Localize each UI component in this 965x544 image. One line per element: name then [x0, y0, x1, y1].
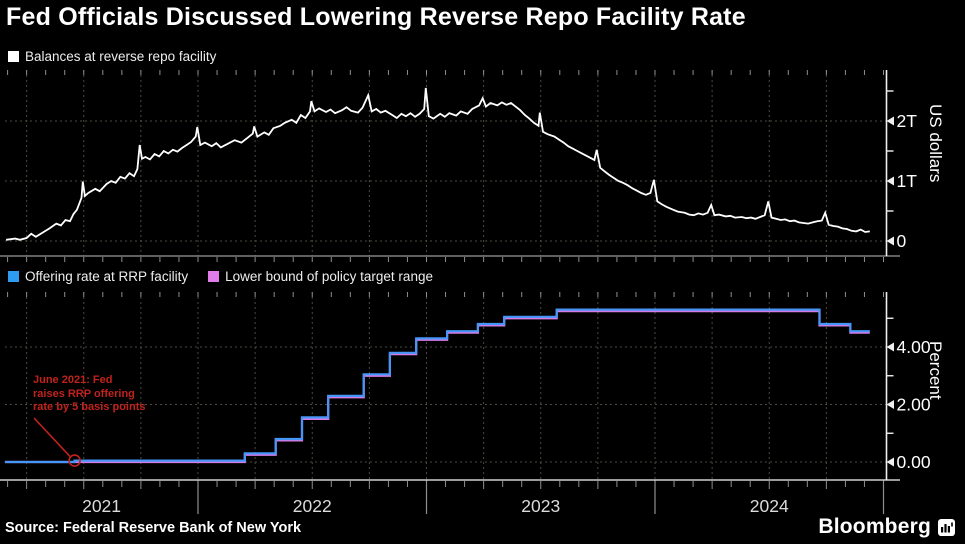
- y-tick-arrow: [886, 342, 894, 352]
- legend-item-lower-bound: Lower bound of policy target range: [208, 269, 433, 284]
- offering-rate-legend-label: Offering rate at RRP facility: [25, 269, 189, 284]
- annotation-june-2021: June 2021: Fed raises RRP offering rate …: [33, 374, 145, 415]
- y-tick-label: 4.00: [897, 337, 931, 357]
- annotation-line-1: June 2021: Fed: [33, 374, 113, 386]
- y-tick-arrow: [886, 116, 894, 126]
- x-year-label: 2023: [521, 496, 560, 516]
- y-axis-title-percent: Percent: [926, 341, 945, 400]
- offering-rate-legend-swatch: [8, 271, 19, 282]
- legend-item-offering-rate: Offering rate at RRP facility: [8, 269, 188, 284]
- series-balances-line: [5, 87, 870, 241]
- y-tick-label: 0.00: [897, 452, 931, 472]
- bloomberg-terminal-icon: [938, 518, 955, 536]
- y-axis-title-us-dollars: US dollars: [926, 104, 945, 183]
- y-tick-label: 2T: [897, 111, 918, 131]
- legend-bottom-panel: Offering rate at RRP facility Lower boun…: [8, 269, 447, 284]
- series-offering-rate-line: [4, 308, 870, 464]
- bloomberg-logo-text: Bloomberg: [818, 515, 931, 538]
- source-credit: Source: Federal Reserve Bank of New York: [5, 520, 302, 536]
- lower-bound-legend-swatch: [208, 271, 220, 282]
- lower-bound-legend-label: Lower bound of policy target range: [225, 269, 433, 284]
- y-tick-arrow: [886, 176, 894, 186]
- legend-top-panel: Balances at reverse repo facility: [8, 49, 216, 64]
- x-year-label: 2024: [750, 496, 789, 516]
- y-tick-label: 0: [897, 231, 907, 251]
- bloomberg-wordmark: Bloomberg: [818, 515, 955, 539]
- x-year-label: 2022: [293, 496, 332, 516]
- y-tick-label: 1T: [897, 171, 918, 191]
- balances-legend-swatch: [8, 51, 19, 62]
- annotation-circle: [68, 454, 81, 467]
- y-tick-label: 2.00: [897, 395, 931, 415]
- balances-legend-label: Balances at reverse repo facility: [25, 49, 217, 64]
- x-year-label: 2021: [82, 496, 121, 516]
- y-tick-arrow: [886, 457, 894, 467]
- annotation-arrow: [33, 417, 71, 458]
- y-tick-arrow: [886, 400, 894, 409]
- annotation-line-3: rate by 5 basis points: [33, 401, 146, 413]
- annotation-line-2: raises RRP offering: [33, 387, 135, 400]
- page-title: Fed Officials Discussed Lowering Reverse…: [6, 3, 746, 31]
- y-tick-arrow: [886, 236, 894, 246]
